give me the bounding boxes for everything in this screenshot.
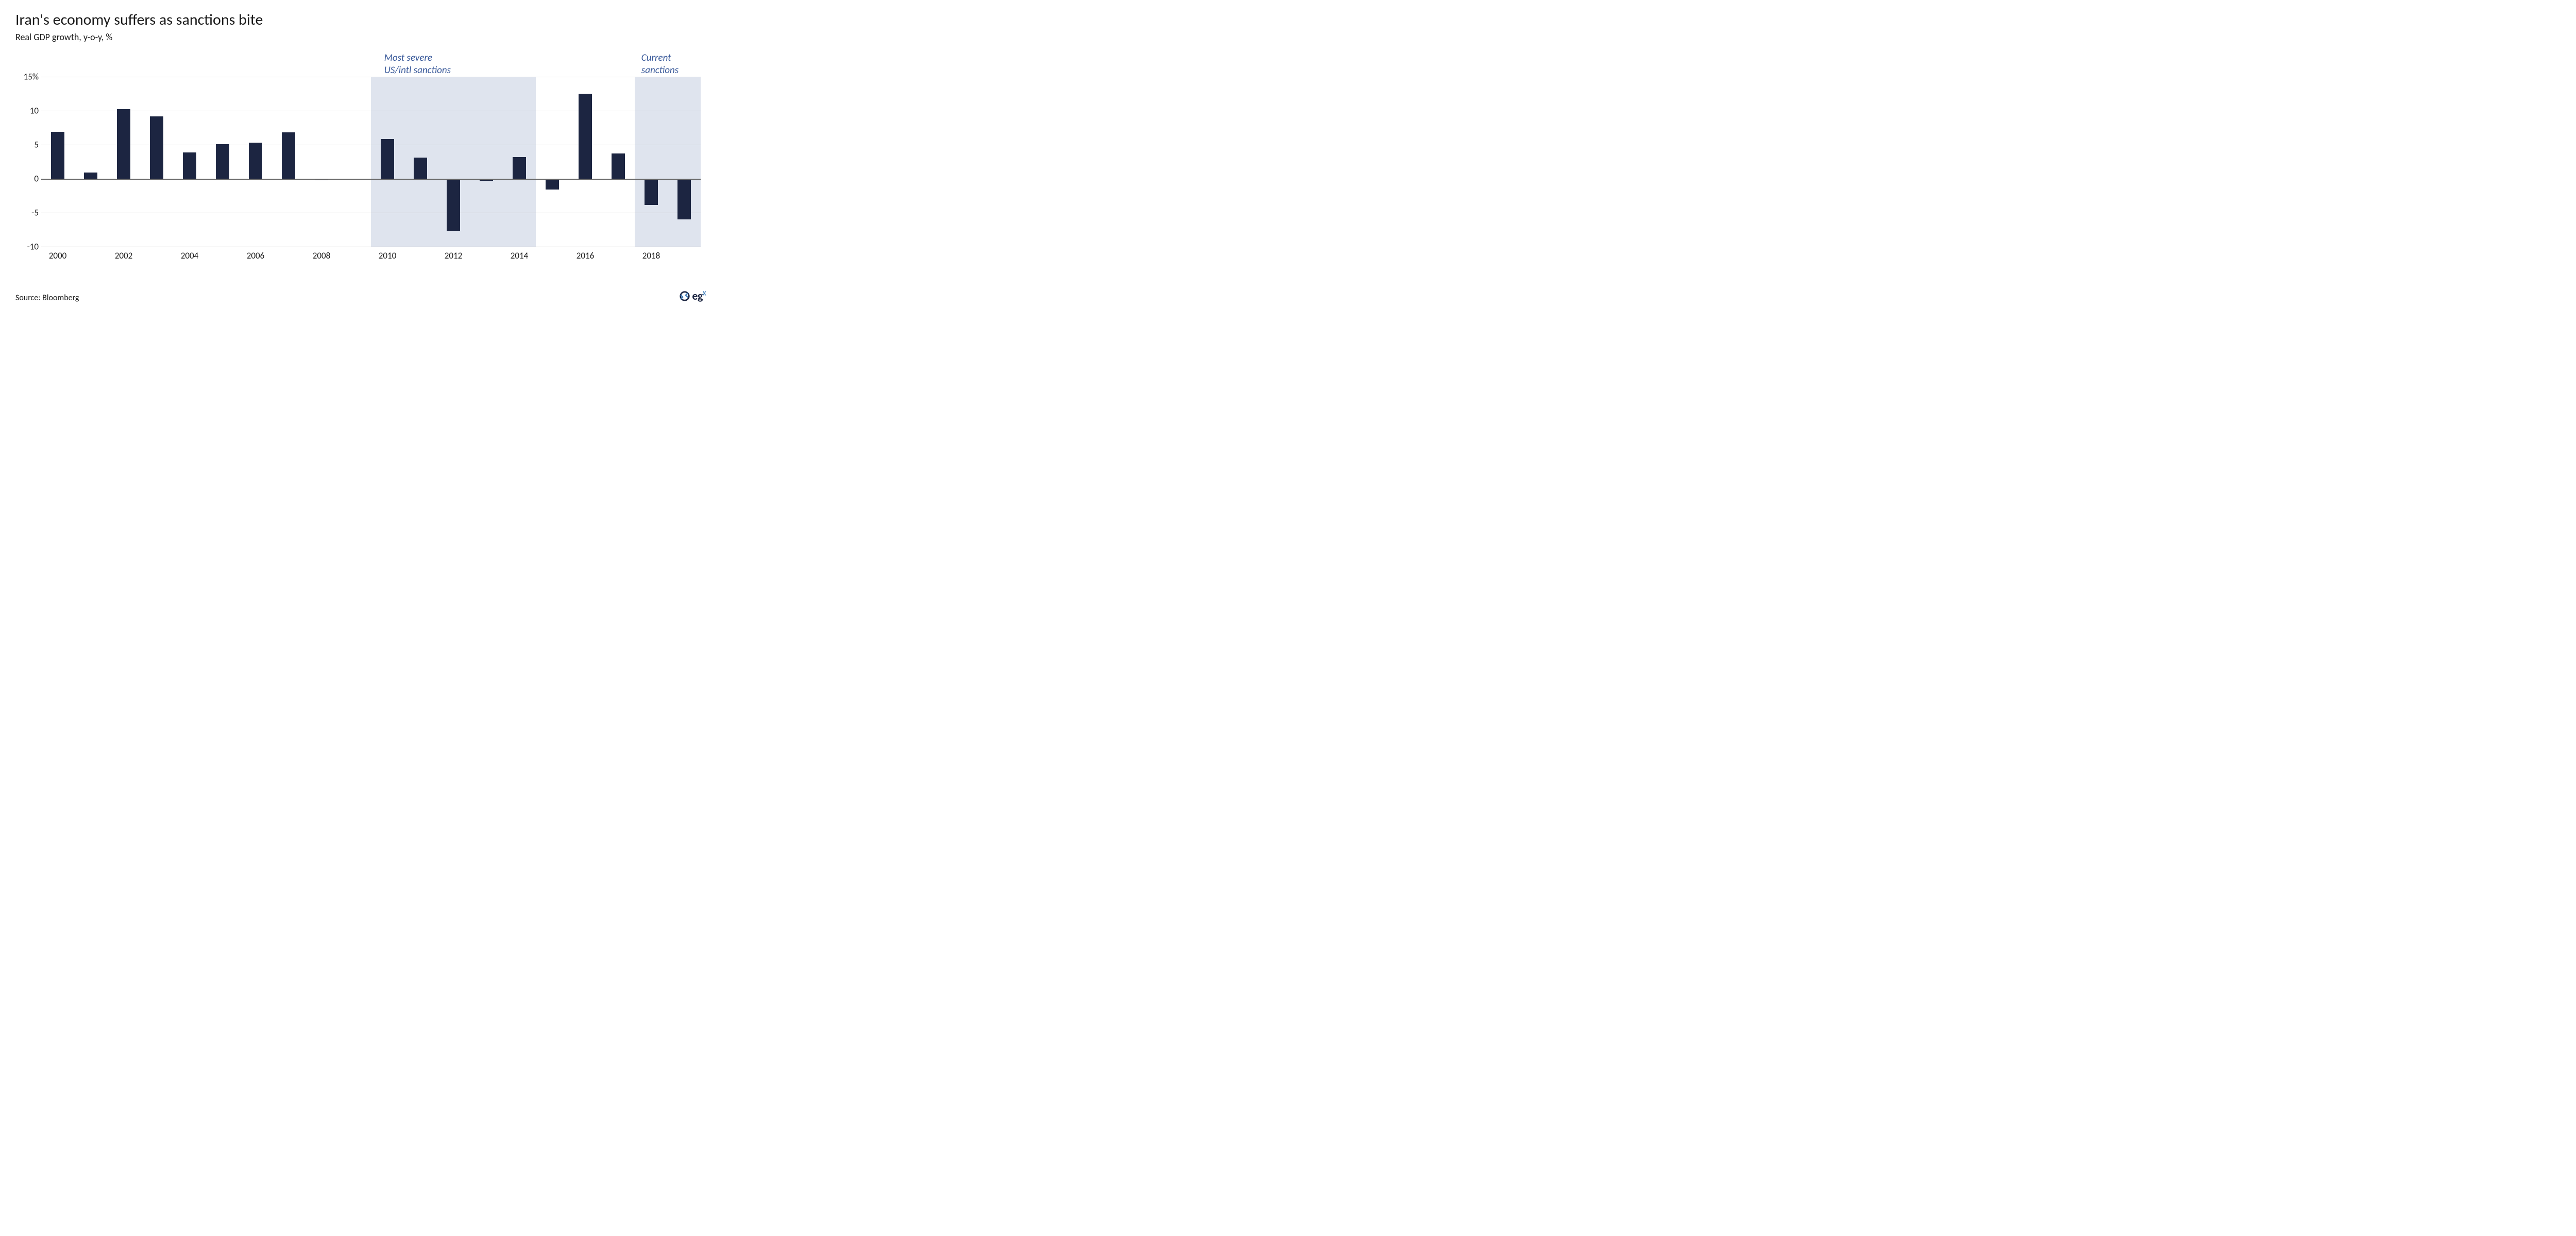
logo-text: egX: [692, 289, 706, 303]
data-bar: [645, 179, 658, 205]
x-axis-label: 2000: [49, 250, 66, 261]
data-bar: [447, 179, 460, 231]
data-bar: [414, 158, 427, 179]
x-axis-label: 2018: [642, 250, 660, 261]
x-axis-label: 2008: [313, 250, 330, 261]
data-bar: [579, 94, 592, 179]
x-axis-label: 2014: [511, 250, 528, 261]
data-bar: [677, 179, 691, 219]
sanction-shade: [635, 77, 701, 247]
chart-subtitle: Real GDP growth, y-o-y, %: [15, 31, 706, 43]
data-bar: [117, 109, 130, 179]
source-text: Source: Bloomberg: [15, 293, 79, 303]
zero-line: [41, 179, 701, 180]
x-axis-label: 2002: [115, 250, 132, 261]
annotation-label: Currentsanctions: [641, 52, 679, 77]
data-bar: [546, 179, 559, 190]
y-axis-label: 10: [15, 106, 39, 116]
x-axis-label: 2006: [247, 250, 264, 261]
y-axis-label: 15%: [15, 72, 39, 82]
data-bar: [381, 139, 394, 179]
data-bar: [150, 116, 163, 179]
x-axis-label: 2012: [445, 250, 462, 261]
y-axis-label: 0: [15, 174, 39, 184]
x-axis-label: 2016: [577, 250, 594, 261]
y-axis-label: -10: [15, 242, 39, 252]
annotation-label: Most severeUS/intl sanctions: [384, 52, 451, 77]
y-axis-label: 5: [15, 140, 39, 150]
data-bar: [51, 132, 64, 179]
data-bar: [282, 132, 295, 179]
data-bar: [513, 157, 526, 179]
data-bar: [84, 173, 97, 179]
x-axis-label: 2004: [181, 250, 198, 261]
chart-title: Iran's economy suffers as sanctions bite: [15, 10, 706, 29]
data-bar: [612, 153, 625, 179]
data-bar: [216, 144, 229, 179]
y-axis-label: -5: [15, 208, 39, 218]
x-axis-label: 2010: [379, 250, 396, 261]
brand-logo: egX: [679, 289, 706, 303]
data-bar: [183, 152, 196, 179]
logo-icon: [679, 290, 690, 302]
data-bar: [249, 143, 262, 179]
chart-container: 15% 10 5 0 -5 -10 2000 2002 2004 2006 2008 2010 2012…: [15, 51, 706, 267]
plot-area: 15%1050-5-102000200220042006200820102012…: [41, 77, 701, 247]
